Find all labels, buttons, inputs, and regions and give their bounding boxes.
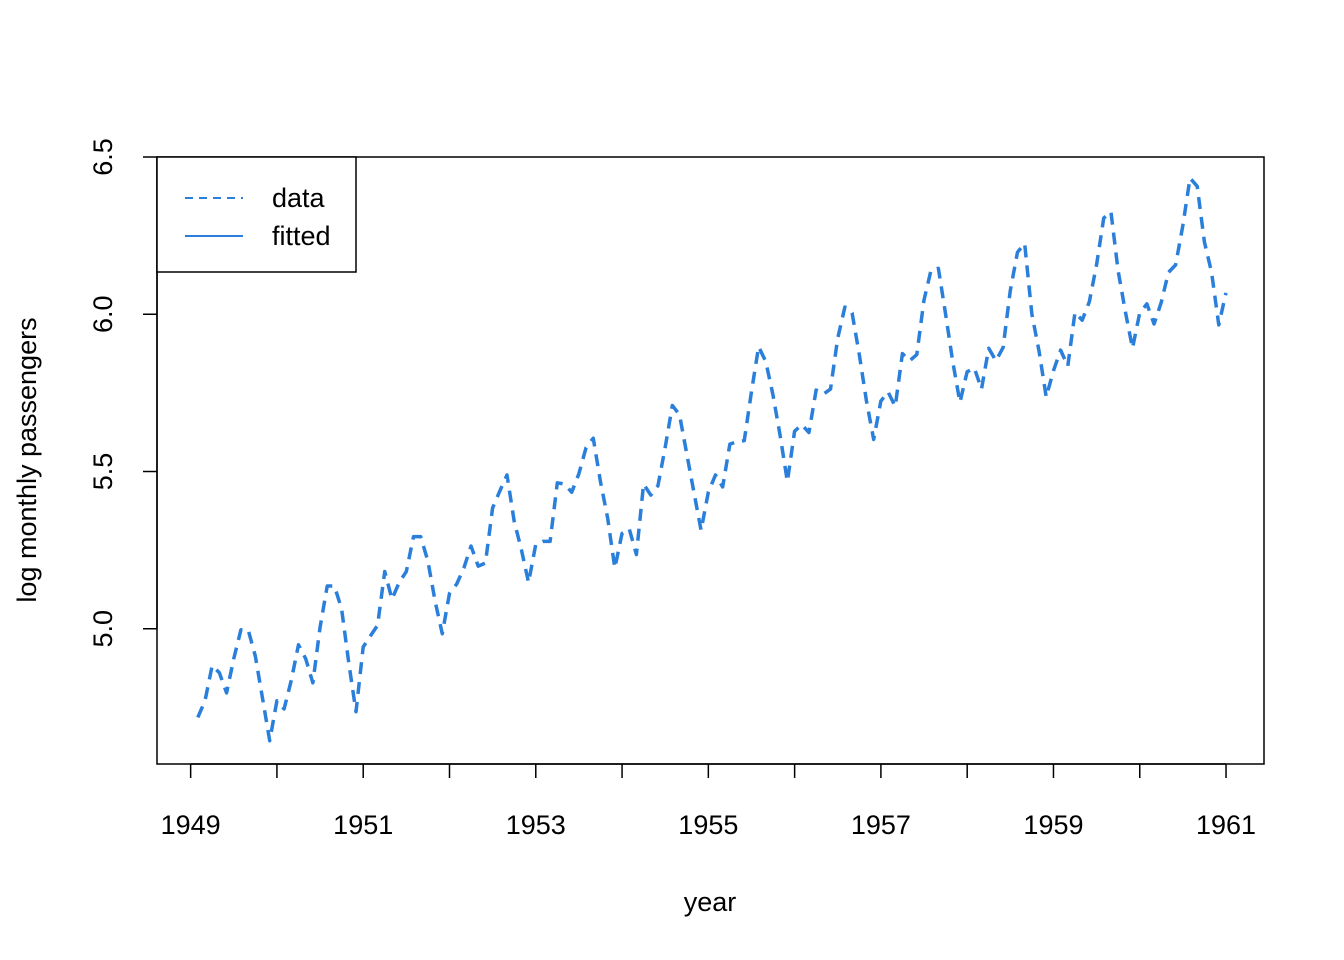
x-tick-label: 1961 <box>1196 810 1256 840</box>
x-axis-title: year <box>684 887 737 917</box>
legend-box <box>156 156 357 273</box>
legend-fitted-label: fitted <box>272 221 331 251</box>
x-tick-label: 1951 <box>333 810 393 840</box>
series-line-data <box>196 176 1228 743</box>
y-tick-label: 6.0 <box>88 295 118 333</box>
legend: data fitted <box>156 156 357 273</box>
x-tick-label: 1949 <box>161 810 221 840</box>
series-layer <box>196 176 1228 743</box>
x-tick-label: 1957 <box>851 810 911 840</box>
x-axis: 1949 1951 1953 1955 1957 1959 1961 <box>161 763 1256 840</box>
x-tick-label: 1953 <box>506 810 566 840</box>
x-tick-label: 1959 <box>1023 810 1083 840</box>
y-tick-label: 5.0 <box>88 610 118 648</box>
legend-data-label: data <box>272 183 326 213</box>
y-tick-label: 6.5 <box>88 138 118 176</box>
y-tick-label: 5.5 <box>88 453 118 491</box>
y-axis-title: log monthly passengers <box>12 317 42 602</box>
x-tick-label: 1955 <box>678 810 738 840</box>
